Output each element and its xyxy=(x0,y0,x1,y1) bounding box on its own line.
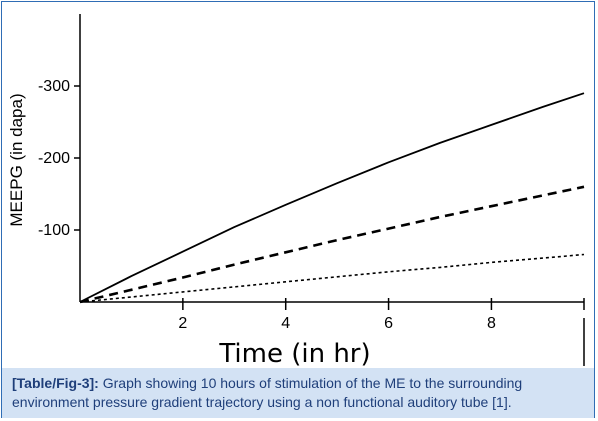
series-line-dotted xyxy=(79,253,585,303)
x-tick-label: 8 xyxy=(487,315,496,332)
x-tick-label: 6 xyxy=(384,315,393,332)
x-tick-label: 4 xyxy=(281,315,290,332)
figure-caption: [Table/Fig-3]: Graph showing 10 hours of… xyxy=(2,368,594,418)
chart-ticks: -100 -200 -300 2 4 6 8 xyxy=(38,78,496,332)
series-line-dashed xyxy=(79,185,585,304)
x-axis-label: Time (in hr) xyxy=(218,339,370,368)
series-line-solid xyxy=(79,92,585,303)
x-tick-label: 2 xyxy=(178,315,187,332)
y-tick-label: -300 xyxy=(38,78,70,95)
caption-label: [Table/Fig-3]: xyxy=(12,375,99,391)
y-tick-label: -100 xyxy=(38,222,70,239)
chart-axes xyxy=(79,14,585,366)
y-axis-label: MEEPG (in dapa) xyxy=(7,93,26,226)
line-chart: -100 -200 -300 2 4 6 8 MEEPG (in dapa) Time (i… xyxy=(7,14,585,368)
chart-series xyxy=(79,92,585,304)
caption-text: Graph showing 10 hours of stimulation of… xyxy=(12,375,523,410)
y-tick-label: -200 xyxy=(38,150,70,167)
